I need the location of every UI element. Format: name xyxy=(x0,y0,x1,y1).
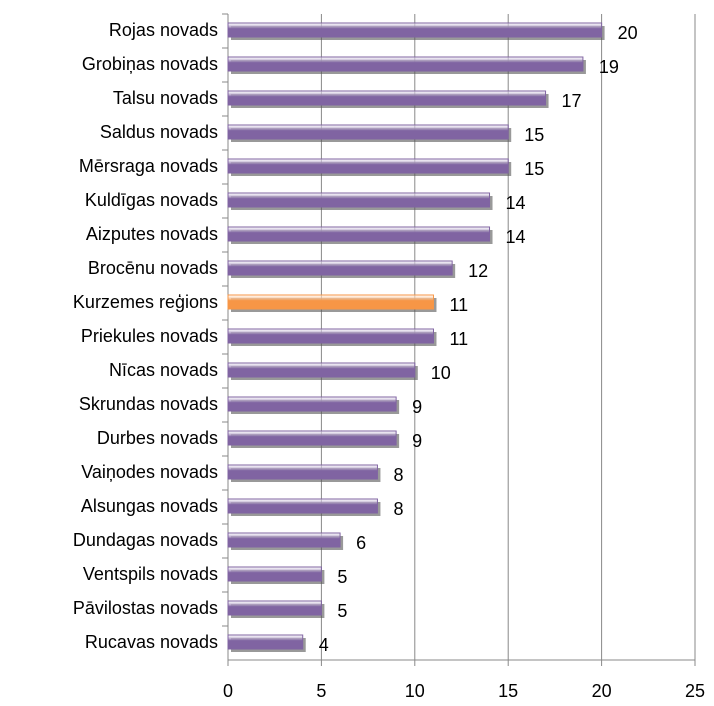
value-label: 10 xyxy=(431,363,451,383)
x-tick-label: 15 xyxy=(498,681,518,701)
bar xyxy=(227,396,397,412)
y-tick-label: Aizputes novads xyxy=(86,224,218,244)
x-tick-label: 5 xyxy=(316,681,326,701)
value-label: 12 xyxy=(468,261,488,281)
bar xyxy=(227,328,434,344)
x-tick-label: 0 xyxy=(223,681,233,701)
bar xyxy=(227,600,322,616)
x-tick-label: 25 xyxy=(685,681,705,701)
bar xyxy=(227,464,378,480)
y-tick-label: Dundagas novads xyxy=(73,530,218,550)
y-tick-label: Vaiņodes novads xyxy=(81,462,218,482)
value-label: 15 xyxy=(524,159,544,179)
bar xyxy=(227,634,304,650)
x-tick-label: 10 xyxy=(405,681,425,701)
value-label: 14 xyxy=(506,227,526,247)
value-label: 8 xyxy=(393,499,403,519)
y-tick-label: Skrundas novads xyxy=(79,394,218,414)
value-label: 19 xyxy=(599,57,619,77)
bar xyxy=(227,124,509,140)
bar xyxy=(227,192,491,208)
bar xyxy=(227,532,341,548)
bar xyxy=(227,566,322,582)
bar xyxy=(227,430,397,446)
bar xyxy=(227,56,584,72)
y-tick-label: Kurzemes reģions xyxy=(73,292,218,312)
y-tick-label: Pāvilostas novads xyxy=(73,598,218,618)
bar xyxy=(227,158,509,174)
value-label: 6 xyxy=(356,533,366,553)
value-label: 20 xyxy=(618,23,638,43)
value-label: 15 xyxy=(524,125,544,145)
bar xyxy=(227,260,453,276)
y-tick-label: Grobiņas novads xyxy=(82,54,218,74)
y-tick-label: Durbes novads xyxy=(97,428,218,448)
bar xyxy=(227,362,416,378)
y-tick-label: Rucavas novads xyxy=(85,632,218,652)
y-tick-label: Rojas novads xyxy=(109,20,218,40)
value-label: 17 xyxy=(562,91,582,111)
y-tick-label: Ventspils novads xyxy=(83,564,218,584)
y-tick-label: Brocēnu novads xyxy=(88,258,218,278)
bar xyxy=(227,22,603,38)
value-label: 11 xyxy=(449,329,468,349)
y-tick-label: Kuldīgas novads xyxy=(85,190,218,210)
value-label: 5 xyxy=(337,567,347,587)
value-label: 4 xyxy=(319,635,329,655)
x-tick-label: 20 xyxy=(592,681,612,701)
value-label: 5 xyxy=(337,601,347,621)
y-tick-label: Saldus novads xyxy=(100,122,218,142)
value-label: 14 xyxy=(506,193,526,213)
bar xyxy=(227,90,547,106)
y-tick-label: Priekules novads xyxy=(81,326,218,346)
value-label: 11 xyxy=(449,295,468,315)
bar xyxy=(227,498,378,514)
y-tick-label: Talsu novads xyxy=(113,88,218,108)
value-label: 9 xyxy=(412,431,422,451)
value-label: 9 xyxy=(412,397,422,417)
value-label: 8 xyxy=(393,465,403,485)
bar xyxy=(227,226,491,242)
y-tick-label: Alsungas novads xyxy=(81,496,218,516)
y-tick-label: Nīcas novads xyxy=(109,360,218,380)
y-tick-label: Mērsraga novads xyxy=(79,156,218,176)
bar xyxy=(227,294,434,310)
